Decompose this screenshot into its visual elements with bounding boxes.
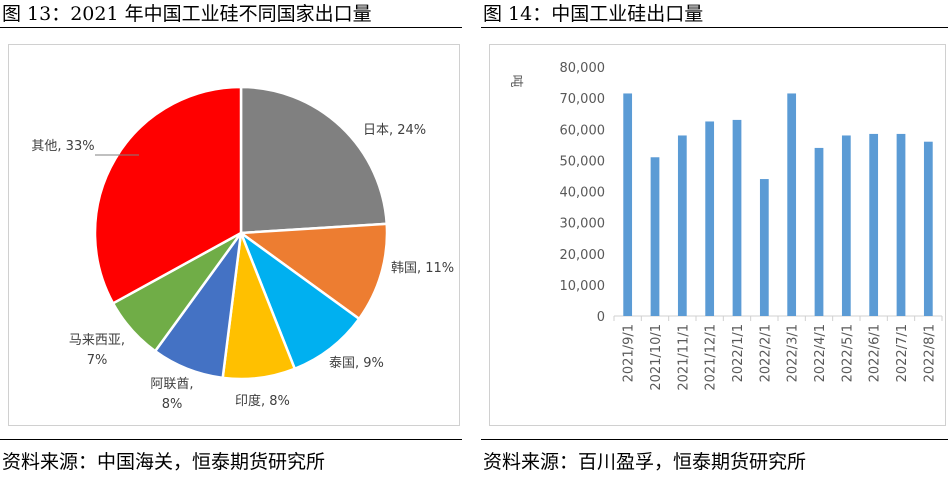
bar-2022/3/1 <box>787 93 797 317</box>
bar-chart: 0 10,000 20,000 30,000 40,000 50,000 60,000 70,… <box>508 61 943 391</box>
y-tick-label: 60,000 <box>560 123 606 138</box>
pie-slice-2 <box>237 222 389 321</box>
bar-2022/2/1 <box>759 179 769 316</box>
bar-chart-area: 0 10,000 20,000 30,000 40,000 50,000 60,000 70,… <box>489 44 946 426</box>
y-tick-label: 70,000 <box>560 92 606 107</box>
x-tick-label: 2022/8/1 <box>922 324 937 382</box>
pie-label-1: 日本, 24% <box>363 123 426 138</box>
pie-chart: 日本, 24% 韩国, 11% 泰国, 9% 印度, 8% 阿联酋, 8% 马来西亚, 7% 其… <box>31 85 454 412</box>
x-tick-label: 2021/11/1 <box>676 324 691 391</box>
y-tick-label: 80,000 <box>560 61 606 76</box>
pie-slice-1 <box>239 85 389 235</box>
bar-2021/11/1 <box>677 135 687 316</box>
title-rule <box>481 27 948 28</box>
x-tick-label: 2022/6/1 <box>868 324 883 382</box>
y-tick-label: 50,000 <box>560 154 606 169</box>
y-tick-label: 40,000 <box>560 186 606 201</box>
bar-2021/10/1 <box>650 157 660 316</box>
source-rule <box>0 439 462 440</box>
bar-2022/5/1 <box>841 135 851 316</box>
pie-chart-area: 日本, 24% 韩国, 11% 泰国, 9% 印度, 8% 阿联酋, 8% 马来西亚, 7% 其… <box>8 44 460 426</box>
source-rule <box>481 439 948 440</box>
y-tick-label: 10,000 <box>560 279 606 294</box>
x-tick-label: 2022/3/1 <box>786 324 801 382</box>
bar-2022/1/1 <box>732 119 742 316</box>
x-tick-label: 2021/12/1 <box>704 324 719 391</box>
bar-2022/4/1 <box>814 147 824 316</box>
pie-label-7: 其他, 33% <box>31 139 94 154</box>
pie-figure-panel: 图 13：2021 年中国工业硅不同国家出口量 日本, 24% 韩国, 11% 泰国… <box>0 0 462 481</box>
bar-2021/12/1 <box>705 121 715 316</box>
figure-13-source: 资料来源：中国海关，恒泰期货研究所 <box>2 451 326 473</box>
pie-label-2: 韩国, 11% <box>391 261 454 276</box>
title-rule <box>0 27 462 28</box>
x-tick-label: 2021/9/1 <box>622 324 637 382</box>
pie-label-5: 阿联酋, 8% <box>150 376 193 412</box>
x-tick-label: 2022/4/1 <box>813 324 828 382</box>
y-tick-label: 20,000 <box>560 248 606 263</box>
pie-label-6: 马来西亚, 7% <box>69 333 125 368</box>
bar-figure-panel: 图 14：中国工业硅出口量 0 10,000 20,000 30,000 40,000 5… <box>481 0 948 481</box>
bar-2022/8/1 <box>923 141 933 316</box>
pie-label-3: 泰国, 9% <box>329 356 384 371</box>
y-axis-label: 吨 <box>508 74 523 87</box>
bar-2022/7/1 <box>896 133 906 316</box>
x-tick-label: 2022/5/1 <box>840 324 855 382</box>
pie-slice-3 <box>238 229 361 371</box>
pie-slice-7 <box>93 85 243 306</box>
x-tick-label: 2022/2/1 <box>758 324 773 382</box>
x-tick-label: 2021/10/1 <box>649 324 664 391</box>
bar-2021/9/1 <box>623 93 633 317</box>
pie-label-4: 印度, 8% <box>235 393 290 409</box>
figure-14-source: 资料来源：百川盈孚，恒泰期货研究所 <box>483 451 807 473</box>
y-tick-label: 0 <box>597 310 605 325</box>
x-tick-label: 2022/1/1 <box>731 324 746 382</box>
y-tick-label: 30,000 <box>560 217 606 232</box>
x-tick-label: 2022/7/1 <box>895 324 910 382</box>
figure-13-title: 图 13：2021 年中国工业硅不同国家出口量 <box>2 3 372 25</box>
figure-14-title: 图 14：中国工业硅出口量 <box>483 3 704 25</box>
bar-2022/6/1 <box>869 133 879 316</box>
